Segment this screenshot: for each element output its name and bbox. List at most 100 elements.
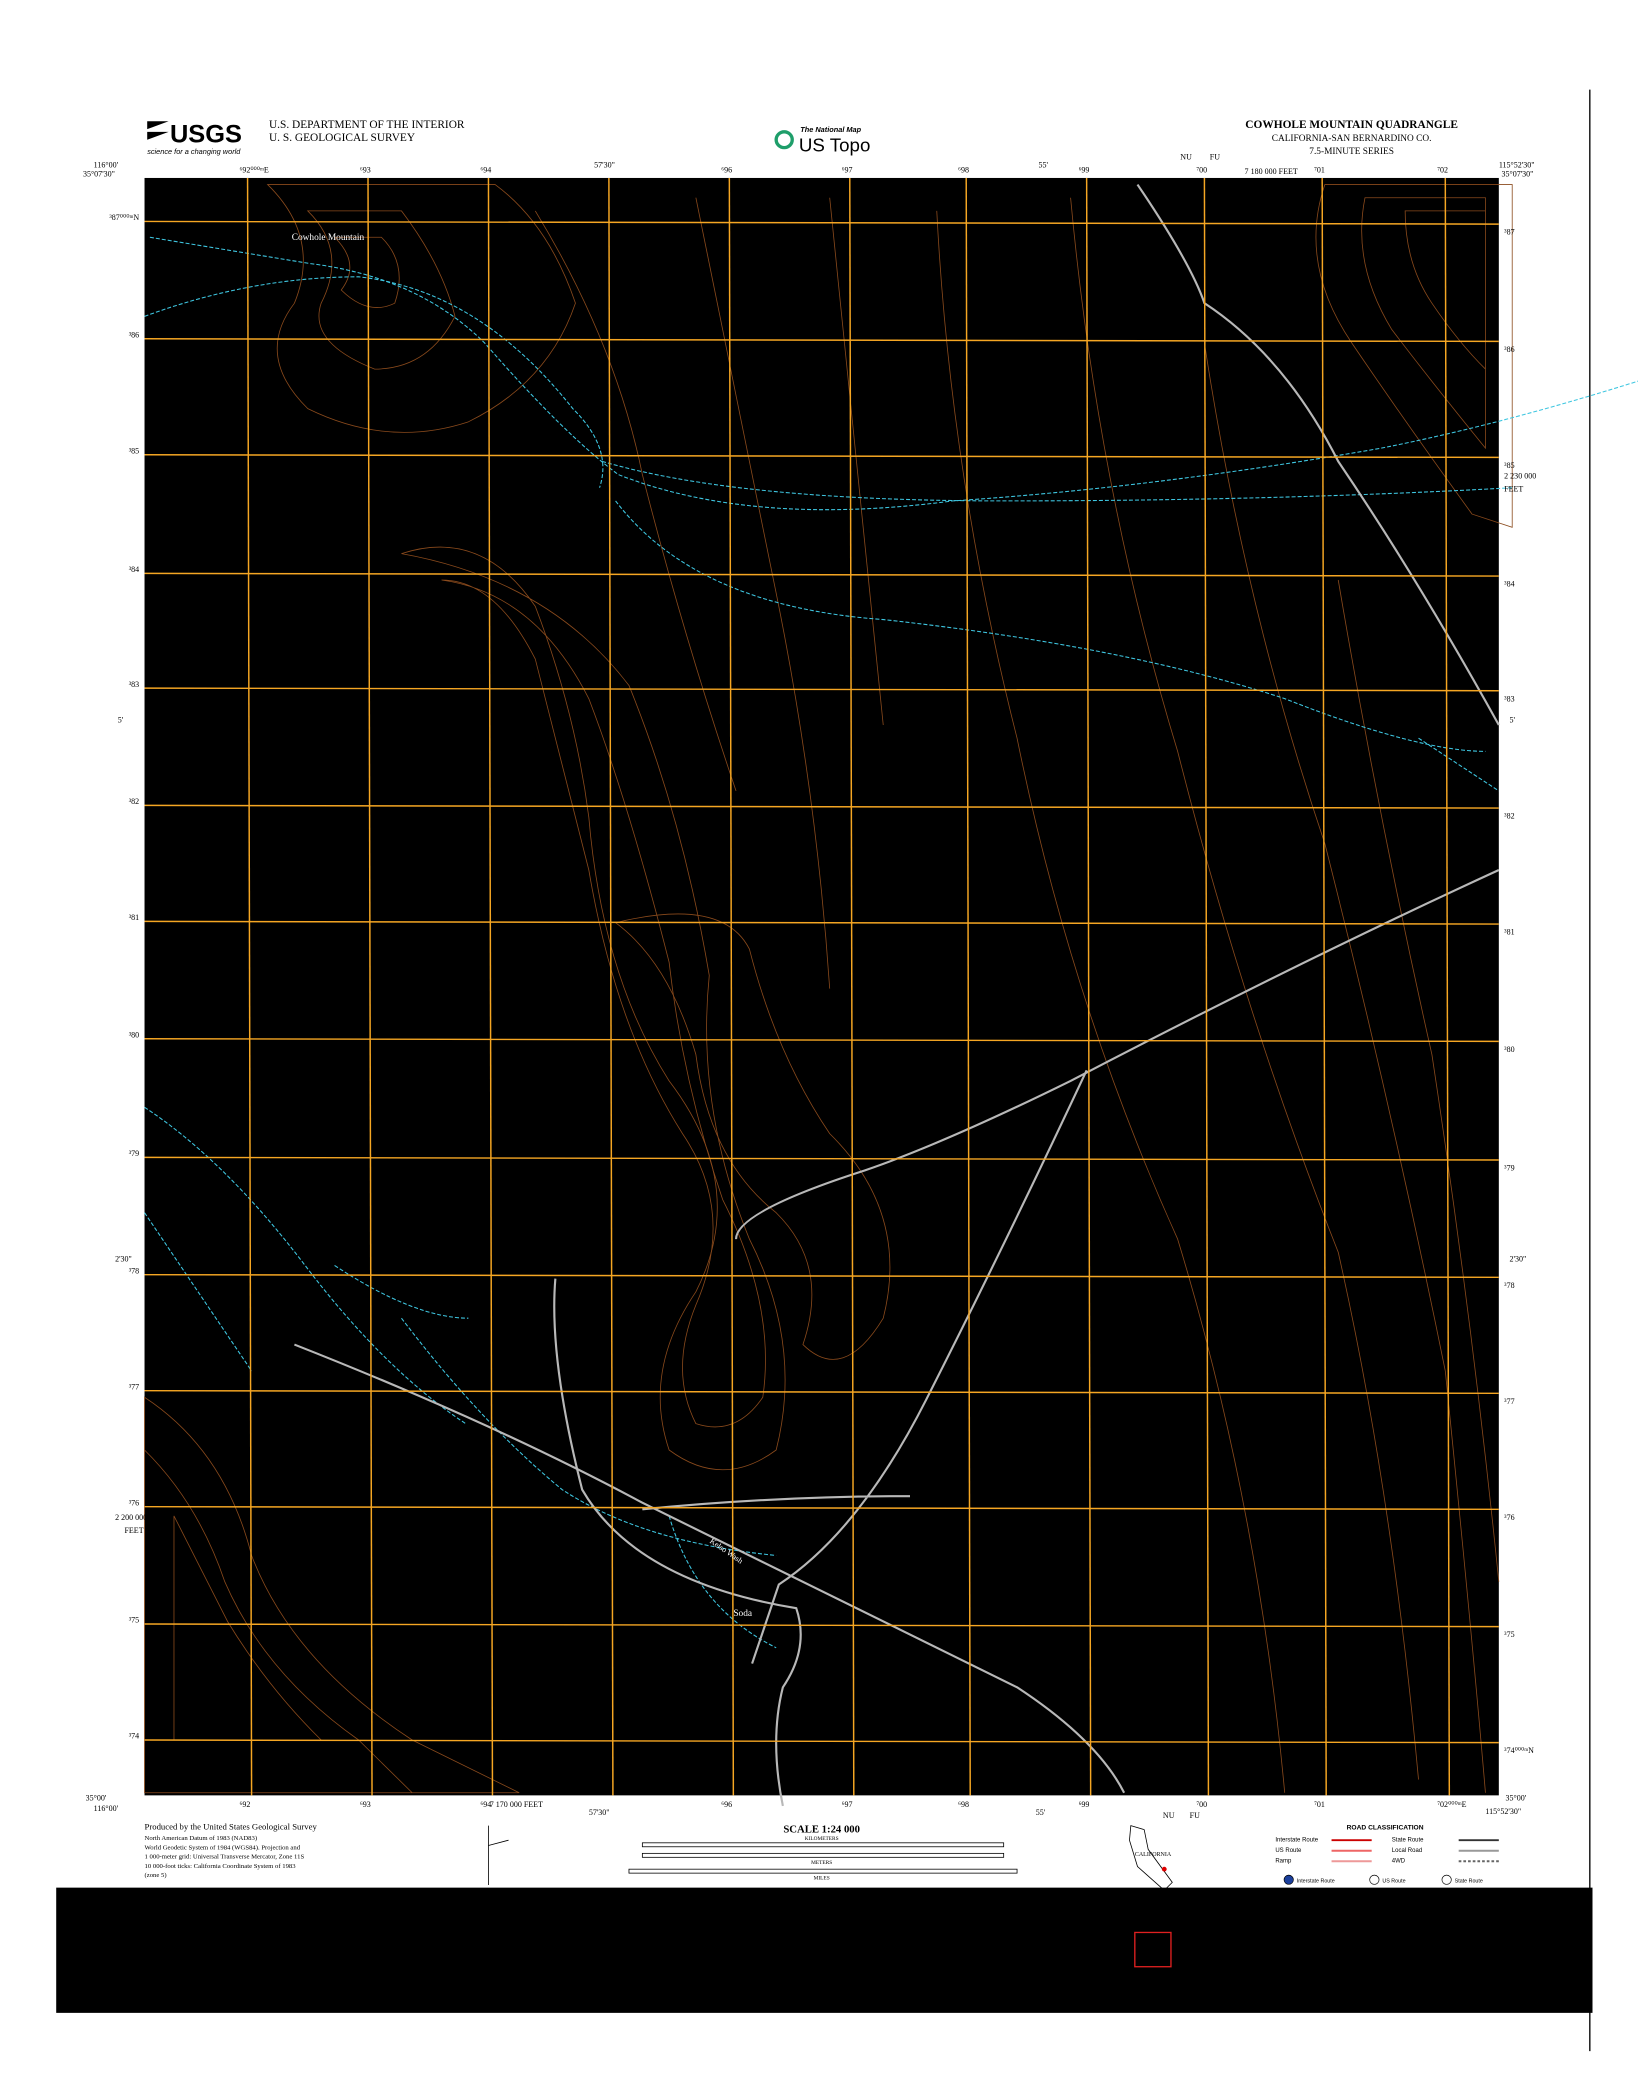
agency-line: U.S. DEPARTMENT OF THE INTERIOR <box>269 119 465 131</box>
easting-label: ⁷02 <box>1437 166 1448 175</box>
northing-label: ³77 <box>1504 1397 1514 1406</box>
datum-line: 1 000-meter grid: Universal Transverse M… <box>145 1854 305 1861</box>
grid-line <box>849 177 855 1796</box>
grid-line <box>144 1038 1499 1043</box>
easting-label: ⁷00 <box>1196 166 1207 175</box>
northing-label: ³87⁰⁰⁰ᵐN <box>109 213 139 222</box>
easting-label: ⁶97 <box>842 1800 853 1809</box>
feet-label: 7 180 000 FEET <box>1245 167 1298 176</box>
datum-line: World Geodetic System of 1984 (WGS84). P… <box>145 1844 301 1851</box>
easting-label: ⁶93 <box>360 1800 371 1809</box>
shield-label: State Route <box>1455 1878 1483 1884</box>
northing-label: ³80 <box>1504 1045 1514 1054</box>
grid-line <box>144 1273 1499 1279</box>
easting-label: ⁶99 <box>1079 1800 1090 1809</box>
grid-line <box>608 177 614 1796</box>
easting-label: ⁷02⁰⁰⁰ᵐE <box>1437 1800 1466 1809</box>
corner-lat: 35°07'30" <box>1502 170 1534 179</box>
grid-line <box>144 1389 1499 1395</box>
road-label: Local Road <box>1392 1848 1422 1854</box>
easting-label: ⁶98 <box>958 166 969 175</box>
northing-label: ³83 <box>1504 694 1514 703</box>
scale-unit: METERS <box>811 1860 832 1866</box>
northing-label: ³81 <box>1504 928 1514 937</box>
logo-text: USGS <box>170 121 242 149</box>
quad-title: COWHOLE MOUNTAIN QUADRANGLE <box>1245 119 1458 131</box>
route-shield <box>1441 1874 1452 1885</box>
easting-label: ⁶99 <box>1079 166 1090 175</box>
northing-label: ³87 <box>1504 228 1514 237</box>
northing-label: ³84 <box>129 565 139 574</box>
road-title: ROAD CLASSIFICATION <box>1347 1825 1424 1832</box>
northing-label: ³79 <box>1504 1164 1514 1173</box>
easting-label: ⁶93 <box>360 166 371 175</box>
us-topo-text: US Topo <box>799 135 870 156</box>
minute-label: 5' <box>118 715 124 724</box>
grid-line <box>144 804 1499 809</box>
grid-line <box>144 920 1499 925</box>
northing-label: ³79 <box>129 1149 139 1158</box>
easting-label: ⁷01 <box>1314 166 1325 175</box>
grid-line <box>965 177 971 1796</box>
northing-label: ³86 <box>1504 345 1514 354</box>
minute-label: 2'30" <box>115 1255 132 1264</box>
corner-lat: 35°00' <box>86 1794 107 1803</box>
quad-series: 7.5-MINUTE SERIES <box>1309 147 1394 157</box>
northing-label: ³85 <box>1504 461 1514 470</box>
feet-label: 7 170 000 FEET <box>490 1800 543 1809</box>
route-shield <box>1283 1874 1294 1885</box>
road-label: 4WD <box>1392 1859 1406 1865</box>
northing-label: ³78 <box>1504 1281 1514 1290</box>
footer: Produced by the United States Geological… <box>145 1822 1499 1891</box>
state-outline <box>1129 1825 1173 1891</box>
easting-label: ⁶97 <box>842 166 853 175</box>
feet-label: 2 230 000 <box>1504 472 1536 481</box>
northing-label: ³78 <box>129 1266 139 1275</box>
corner-lon: 115°52'30" <box>1485 1807 1521 1816</box>
grid-line <box>144 1156 1499 1161</box>
north-arrow <box>488 1825 509 1885</box>
scale-title: SCALE 1:24 000 <box>783 1824 860 1835</box>
northing-label: ³81 <box>129 913 139 922</box>
grid-line <box>144 454 1499 459</box>
map-labels: 116°00' 35°07'30" 115°52'30" 35°07'30" 1… <box>83 153 1536 1820</box>
easting-label: ⁶96 <box>721 1800 732 1809</box>
feet-label: 2 200 000 <box>115 1513 147 1522</box>
corner-lat: 35°07'30" <box>83 170 115 179</box>
feet-label: FEET <box>1504 485 1523 494</box>
scale-unit: KILOMETERS <box>805 1836 839 1842</box>
datum-line: 10 000-foot ticks: California Coordinate… <box>145 1863 297 1870</box>
state-name: CALIFORNIA <box>1135 1852 1172 1858</box>
road-legend: Interstate Route US Route Ramp State Route L… <box>1275 1838 1499 1885</box>
easting-label: ⁷00 <box>1196 1800 1207 1809</box>
place-name: Soda <box>733 1609 752 1619</box>
northing-label: ³74 <box>129 1732 139 1741</box>
easting-label: ⁶98 <box>958 1800 969 1809</box>
shield-label: Interstate Route <box>1297 1878 1335 1884</box>
northing-label: ³75 <box>1504 1630 1514 1639</box>
grid-line <box>1203 177 1210 1796</box>
scale-bar <box>628 1868 1018 1874</box>
grid-line <box>144 220 1499 225</box>
map-body <box>144 177 1499 1796</box>
grid-line <box>1085 177 1092 1796</box>
road-label: State Route <box>1392 1838 1424 1844</box>
route-shield <box>1369 1874 1380 1885</box>
minute-label: 5' <box>1510 715 1516 724</box>
feet-label: FEET <box>124 1526 143 1535</box>
grid-line <box>728 177 735 1796</box>
road-label: Ramp <box>1275 1859 1292 1865</box>
road-label: Interstate Route <box>1275 1838 1318 1844</box>
minute-label: 2'30" <box>1510 1255 1527 1264</box>
national-map-text: The National Map <box>800 125 861 134</box>
northing-label: ³74⁰⁰⁰ᵐN <box>1504 1746 1534 1755</box>
scale-unit: MILES <box>814 1876 830 1882</box>
minute-label: 55' <box>1038 160 1048 169</box>
producer: Produced by the United States Geological… <box>145 1822 318 1832</box>
terrain <box>144 183 1638 1807</box>
quad-county: CALIFORNIA-SAN BERNARDINO CO. <box>1272 134 1432 144</box>
northing-label: ³76 <box>1504 1513 1514 1522</box>
easting-label: ⁷01 <box>1314 1800 1325 1809</box>
grid-line <box>144 572 1499 577</box>
grid-line <box>144 1623 1499 1628</box>
